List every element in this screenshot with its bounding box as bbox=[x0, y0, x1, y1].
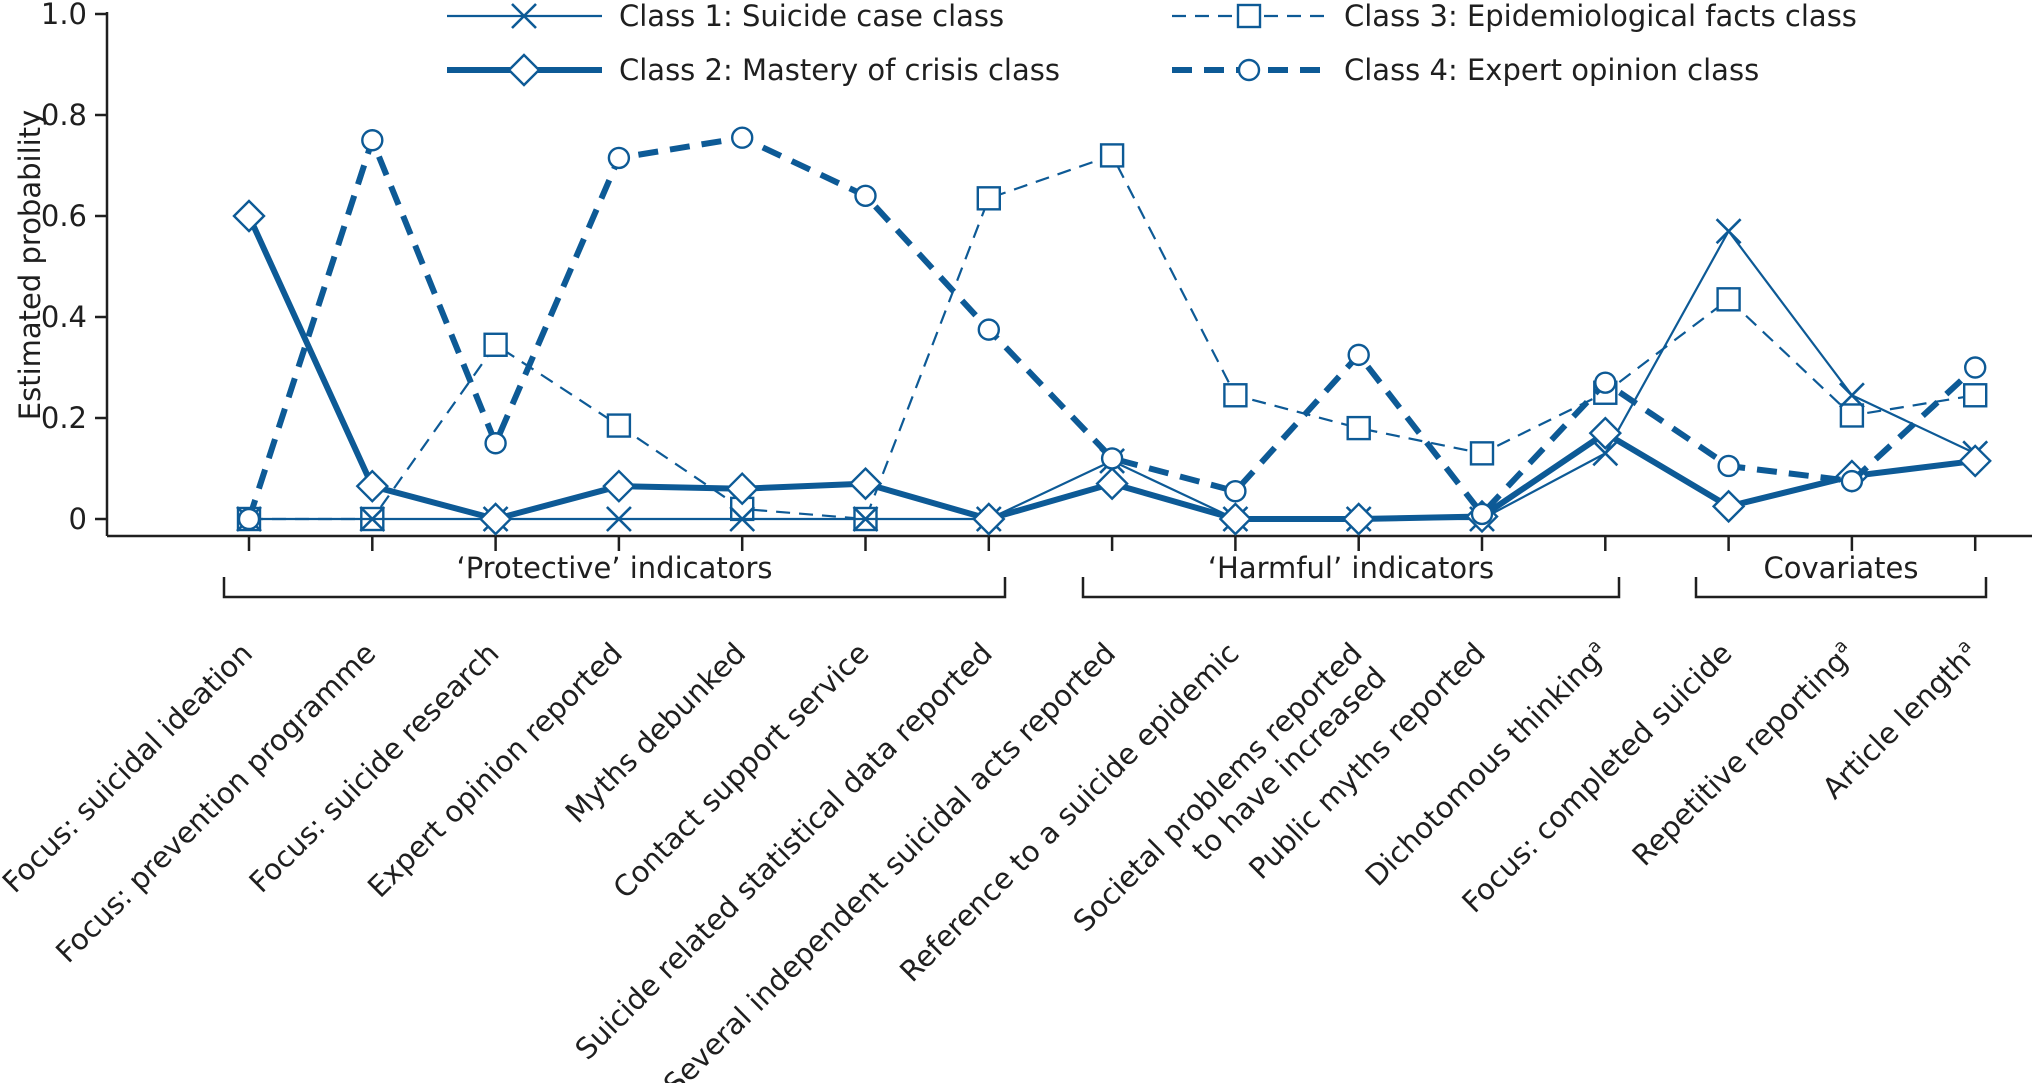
legend-item-3: Class 3: Epidemiological facts class bbox=[1172, 0, 1857, 33]
data-point bbox=[1470, 502, 1494, 526]
legend-label: Class 1: Suicide case class bbox=[619, 0, 1004, 33]
data-point bbox=[1962, 383, 1988, 408]
series-line-4 bbox=[246, 134, 1978, 520]
data-point bbox=[1839, 403, 1865, 428]
data-point bbox=[1715, 218, 1742, 245]
axes: 0 0.2 0.4 0.6 0.8 1.0 bbox=[41, 0, 2032, 551]
y-tick-label: 0.4 bbox=[41, 300, 87, 334]
data-point bbox=[1100, 447, 1124, 470]
y-axis-title: Estimated probability bbox=[13, 110, 47, 420]
x-tick-label: Suicide related statistical data reporte… bbox=[568, 636, 998, 1066]
y-tick-label: 1.0 bbox=[41, 0, 87, 31]
data-point bbox=[976, 186, 1001, 211]
data-point bbox=[1588, 416, 1622, 450]
svg-text:Focus: suicidal ideation: Focus: suicidal ideation bbox=[0, 636, 259, 899]
series-layer bbox=[232, 126, 1992, 536]
data-point bbox=[854, 184, 877, 208]
group-label: ‘Harmful’ indicators bbox=[1208, 551, 1494, 585]
data-point bbox=[1717, 454, 1740, 478]
data-point bbox=[484, 432, 507, 455]
svg-text:Suicide related statistical da: Suicide related statistical data reporte… bbox=[568, 636, 998, 1066]
data-point bbox=[1840, 469, 1864, 493]
legend-label: Class 4: Expert opinion class bbox=[1344, 53, 1759, 87]
category-groups: ‘Protective’ indicators ‘Harmful’ indicat… bbox=[222, 551, 1988, 599]
data-point bbox=[606, 413, 632, 438]
legend-label: Class 2: Mastery of crisis class bbox=[619, 53, 1060, 87]
data-point bbox=[237, 507, 261, 531]
data-point bbox=[972, 502, 1006, 536]
data-point bbox=[731, 126, 754, 149]
data-point bbox=[729, 506, 756, 532]
data-point bbox=[1223, 383, 1248, 408]
data-point bbox=[725, 472, 759, 506]
svg-text:Repetitive reportinga: Repetitive reportinga bbox=[1625, 635, 1862, 872]
data-point bbox=[478, 502, 513, 536]
x-tick-label: Contact support service bbox=[606, 636, 875, 905]
series-2 bbox=[232, 199, 1992, 536]
legend-label: Class 3: Epidemiological facts class bbox=[1344, 0, 1857, 33]
x-tick-label: Several independent suicidal acts report… bbox=[657, 636, 1122, 1083]
y-tick-label: 0.2 bbox=[41, 401, 87, 435]
data-point bbox=[1347, 343, 1370, 367]
y-tick-label: 0 bbox=[69, 502, 87, 536]
data-point bbox=[1095, 466, 1129, 501]
x-tick-label: Expert opinion reported bbox=[361, 636, 629, 904]
data-point bbox=[1342, 502, 1376, 536]
data-point bbox=[1469, 441, 1495, 466]
legend-marker bbox=[511, 3, 537, 29]
data-point bbox=[1963, 356, 1987, 379]
x-tick-label: Focus: suicidal ideation bbox=[0, 636, 259, 899]
data-point bbox=[977, 318, 1000, 341]
x-tick-label: Focus: suicide research bbox=[242, 636, 505, 899]
data-point bbox=[1592, 440, 1619, 467]
data-point bbox=[355, 469, 389, 503]
data-point bbox=[1224, 480, 1247, 503]
data-point bbox=[848, 466, 883, 501]
legend-marker bbox=[1236, 3, 1262, 29]
data-point bbox=[232, 199, 266, 233]
y-tick-label: 0.6 bbox=[41, 199, 87, 233]
legend-item-4: Class 4: Expert opinion class bbox=[1172, 53, 1759, 87]
data-point bbox=[605, 506, 632, 532]
data-point bbox=[1218, 502, 1253, 536]
svg-text:Focus: suicide research: Focus: suicide research bbox=[242, 636, 505, 899]
svg-text:Contact support service: Contact support service bbox=[606, 636, 875, 905]
group-label: Covariates bbox=[1764, 551, 1919, 585]
data-point bbox=[483, 332, 508, 357]
x-tick-label: Repetitive reportinga bbox=[1625, 635, 1862, 872]
data-point bbox=[1958, 444, 1992, 478]
data-point bbox=[602, 469, 636, 503]
y-tick-label: 0.8 bbox=[41, 98, 87, 132]
legend-marker bbox=[507, 53, 541, 87]
data-point bbox=[852, 506, 879, 532]
legend: Class 1: Suicide case class Class 2: Mast… bbox=[447, 0, 1857, 87]
svg-text:Dichotomous thinkinga: Dichotomous thinkinga bbox=[1358, 635, 1615, 892]
data-point bbox=[1711, 489, 1746, 524]
x-tick-label: Dichotomous thinkinga bbox=[1358, 635, 1615, 892]
legend-marker bbox=[1237, 58, 1261, 82]
legend-item-1: Class 1: Suicide case class bbox=[447, 0, 1004, 33]
data-point bbox=[359, 506, 386, 532]
data-point bbox=[1099, 143, 1125, 168]
series-4 bbox=[237, 126, 1987, 531]
group-bracket: ‘Protective’ indicators bbox=[222, 551, 1007, 599]
data-point bbox=[361, 129, 384, 152]
data-point bbox=[1346, 415, 1371, 441]
data-point bbox=[1594, 371, 1617, 394]
legend-item-2: Class 2: Mastery of crisis class bbox=[447, 53, 1060, 87]
group-label: ‘Protective’ indicators bbox=[456, 551, 772, 585]
svg-text:Expert opinion reported: Expert opinion reported bbox=[361, 636, 629, 904]
svg-text:Several independent suicidal a: Several independent suicidal acts report… bbox=[657, 636, 1122, 1083]
data-point bbox=[1838, 382, 1865, 409]
data-point bbox=[607, 146, 631, 170]
group-bracket: ‘Harmful’ indicators bbox=[1081, 551, 1621, 599]
group-bracket: Covariates bbox=[1694, 551, 1988, 599]
data-point bbox=[1716, 287, 1741, 312]
